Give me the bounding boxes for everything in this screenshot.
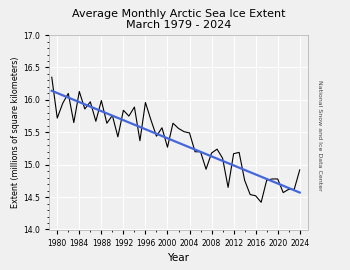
Title: Average Monthly Arctic Sea Ice Extent
March 1979 - 2024: Average Monthly Arctic Sea Ice Extent Ma…: [72, 9, 285, 30]
Y-axis label: Extent (millions of square kilometers): Extent (millions of square kilometers): [11, 56, 20, 208]
X-axis label: Year: Year: [168, 253, 189, 263]
Text: National Snow and Ice Data Center: National Snow and Ice Data Center: [317, 80, 322, 190]
